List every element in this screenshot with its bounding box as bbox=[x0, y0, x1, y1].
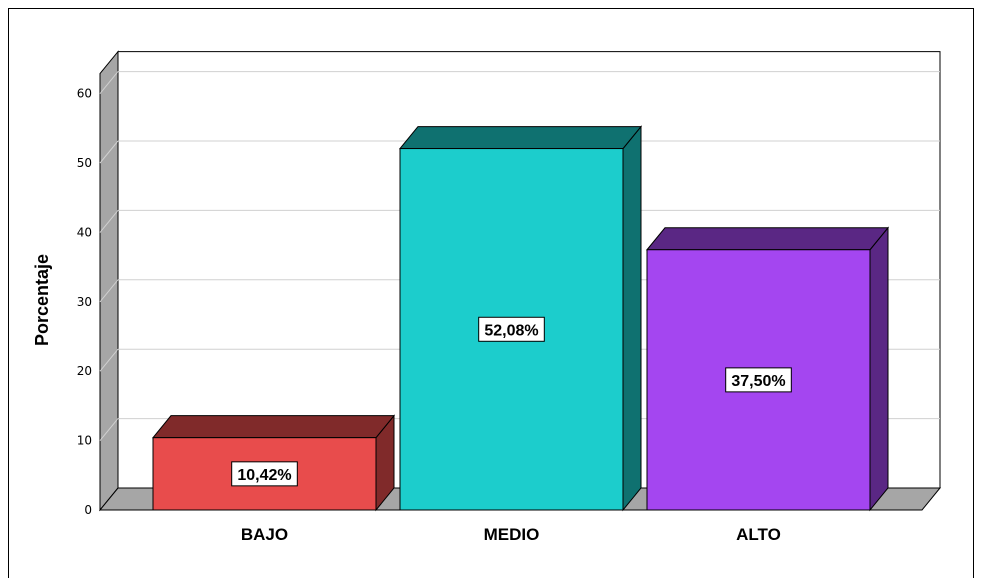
data-label-box bbox=[478, 316, 545, 342]
gridline-diag bbox=[99, 418, 119, 441]
gridline-diag bbox=[99, 348, 119, 372]
y-tick-label: 0 bbox=[84, 503, 92, 517]
y-tick-label: 40 bbox=[77, 225, 92, 239]
data-label-box bbox=[231, 461, 298, 487]
bars-layer bbox=[151, 125, 890, 512]
left-wall bbox=[99, 50, 119, 512]
data-label: 10,42% bbox=[237, 467, 291, 484]
bar-top bbox=[151, 415, 396, 439]
y-tick-label: 50 bbox=[77, 156, 92, 170]
gridline-diag bbox=[99, 71, 119, 94]
x-category-label: ALTO bbox=[736, 525, 781, 544]
gridline-diag bbox=[99, 140, 119, 164]
gridline-diag bbox=[99, 210, 119, 233]
y-tick-label: 60 bbox=[77, 87, 92, 101]
data-label: 52,08% bbox=[484, 322, 538, 339]
data-label-box bbox=[725, 367, 792, 393]
x-category-label: MEDIO bbox=[484, 525, 540, 544]
y-tick-label: 30 bbox=[77, 295, 92, 309]
bar-side bbox=[622, 125, 642, 512]
bar-front bbox=[152, 437, 377, 511]
bar-side bbox=[869, 226, 889, 512]
data-label: 37,50% bbox=[731, 373, 785, 390]
chart-frame bbox=[8, 8, 974, 578]
y-axis-label: Porcentaje bbox=[32, 254, 52, 346]
bar-bajo bbox=[151, 414, 396, 512]
bar-top bbox=[645, 227, 890, 251]
gridline-diag bbox=[99, 279, 119, 303]
x-category-label: BAJO bbox=[241, 525, 288, 544]
y-tick-label: 10 bbox=[77, 434, 92, 448]
chart-text-layer: 0 10 20 30 40 50 60 10,42% BAJO 52,08% MEDIO 37,50%… bbox=[77, 87, 792, 544]
y-tick-label: 20 bbox=[77, 364, 92, 378]
bar-top bbox=[398, 126, 643, 150]
